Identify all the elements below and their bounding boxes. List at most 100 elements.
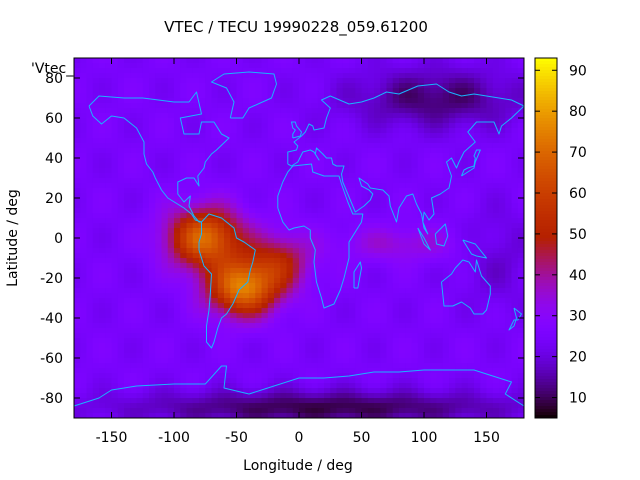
- heatmap-cell: [517, 98, 525, 104]
- heatmap-cell: [149, 358, 156, 364]
- heatmap-cell: [392, 253, 400, 259]
- heatmap-cell: [92, 203, 100, 209]
- heatmap-cell: [211, 93, 219, 99]
- heatmap-cell: [136, 98, 144, 104]
- heatmap-cell: [205, 83, 212, 89]
- heatmap-cell: [355, 113, 362, 119]
- heatmap-cell: [361, 208, 369, 214]
- heatmap-cell: [299, 183, 306, 189]
- heatmap-cell: [455, 243, 462, 249]
- heatmap-cell: [311, 293, 319, 299]
- heatmap-cell: [180, 98, 187, 104]
- heatmap-cell: [186, 308, 194, 314]
- heatmap-cell: [342, 298, 350, 304]
- heatmap-cell: [249, 353, 256, 359]
- heatmap-cell: [330, 248, 337, 254]
- heatmap-cell: [405, 153, 412, 159]
- heatmap-cell: [255, 258, 262, 264]
- heatmap-cell: [92, 233, 100, 239]
- heatmap-cell: [286, 253, 294, 259]
- heatmap-cell: [492, 128, 500, 134]
- heatmap-cell: [299, 293, 306, 299]
- heatmap-cell: [92, 323, 100, 329]
- heatmap-cell: [461, 83, 469, 89]
- heatmap-cell: [236, 353, 244, 359]
- heatmap-cell: [367, 213, 375, 219]
- heatmap-cell: [455, 333, 462, 339]
- heatmap-cell: [149, 148, 156, 154]
- heatmap-cell: [74, 293, 81, 299]
- heatmap-cell: [149, 198, 156, 204]
- heatmap-cell: [255, 68, 262, 74]
- heatmap-cell: [386, 328, 394, 334]
- heatmap-cell: [511, 58, 519, 64]
- heatmap-cell: [217, 283, 225, 289]
- heatmap-cell: [80, 343, 87, 349]
- heatmap-cell: [405, 343, 412, 349]
- heatmap-cell: [205, 318, 212, 324]
- heatmap-cell: [336, 153, 344, 159]
- heatmap-cell: [299, 123, 306, 129]
- heatmap-cell: [111, 178, 119, 184]
- heatmap-cell: [517, 143, 525, 149]
- heatmap-cell: [442, 368, 450, 374]
- heatmap-cell: [486, 348, 494, 354]
- heatmap-cell: [111, 158, 119, 164]
- heatmap-cell: [392, 368, 400, 374]
- heatmap-cell: [474, 228, 481, 234]
- heatmap-cell: [236, 193, 244, 199]
- heatmap-cell: [211, 103, 219, 109]
- heatmap-cell: [474, 383, 481, 389]
- heatmap-cell: [105, 138, 112, 144]
- heatmap-cell: [217, 223, 225, 229]
- heatmap-cell: [92, 113, 100, 119]
- heatmap-cell: [336, 88, 344, 94]
- heatmap-cell: [355, 368, 362, 374]
- heatmap-cell: [280, 88, 287, 94]
- heatmap-cell: [380, 318, 387, 324]
- heatmap-cell: [361, 148, 369, 154]
- heatmap-cell: [499, 108, 506, 114]
- heatmap-cell: [336, 188, 344, 194]
- heatmap-cell: [130, 323, 137, 329]
- heatmap-cell: [274, 353, 281, 359]
- heatmap-cell: [299, 73, 306, 79]
- heatmap-cell: [92, 238, 100, 244]
- heatmap-cell: [80, 278, 87, 284]
- heatmap-cell: [111, 358, 119, 364]
- heatmap-cell: [192, 343, 200, 349]
- heatmap-cell: [224, 198, 231, 204]
- heatmap-cell: [249, 283, 256, 289]
- heatmap-cell: [136, 218, 144, 224]
- heatmap-cell: [267, 323, 275, 329]
- heatmap-cell: [217, 228, 225, 234]
- heatmap-cell: [361, 328, 369, 334]
- heatmap-cell: [511, 353, 519, 359]
- heatmap-cell: [261, 173, 269, 179]
- heatmap-cell: [311, 203, 319, 209]
- heatmap-cell: [242, 153, 250, 159]
- heatmap-cell: [355, 293, 362, 299]
- heatmap-cell: [305, 113, 312, 119]
- heatmap-cell: [486, 58, 494, 64]
- heatmap-cell: [442, 388, 450, 394]
- heatmap-cell: [386, 333, 394, 339]
- heatmap-cell: [255, 213, 262, 219]
- heatmap-cell: [261, 283, 269, 289]
- heatmap-cell: [261, 308, 269, 314]
- heatmap-cell: [417, 303, 425, 309]
- heatmap-cell: [280, 203, 287, 209]
- heatmap-cell: [249, 178, 256, 184]
- heatmap-cell: [149, 83, 156, 89]
- heatmap-cell: [511, 298, 519, 304]
- heatmap-cell: [249, 253, 256, 259]
- heatmap-cell: [361, 168, 369, 174]
- heatmap-cell: [92, 313, 100, 319]
- heatmap-cell: [355, 393, 362, 399]
- heatmap-cell: [174, 108, 181, 114]
- heatmap-cell: [405, 168, 412, 174]
- heatmap-cell: [205, 253, 212, 259]
- heatmap-cell: [92, 278, 100, 284]
- heatmap-cell: [311, 113, 319, 119]
- heatmap-cell: [180, 163, 187, 169]
